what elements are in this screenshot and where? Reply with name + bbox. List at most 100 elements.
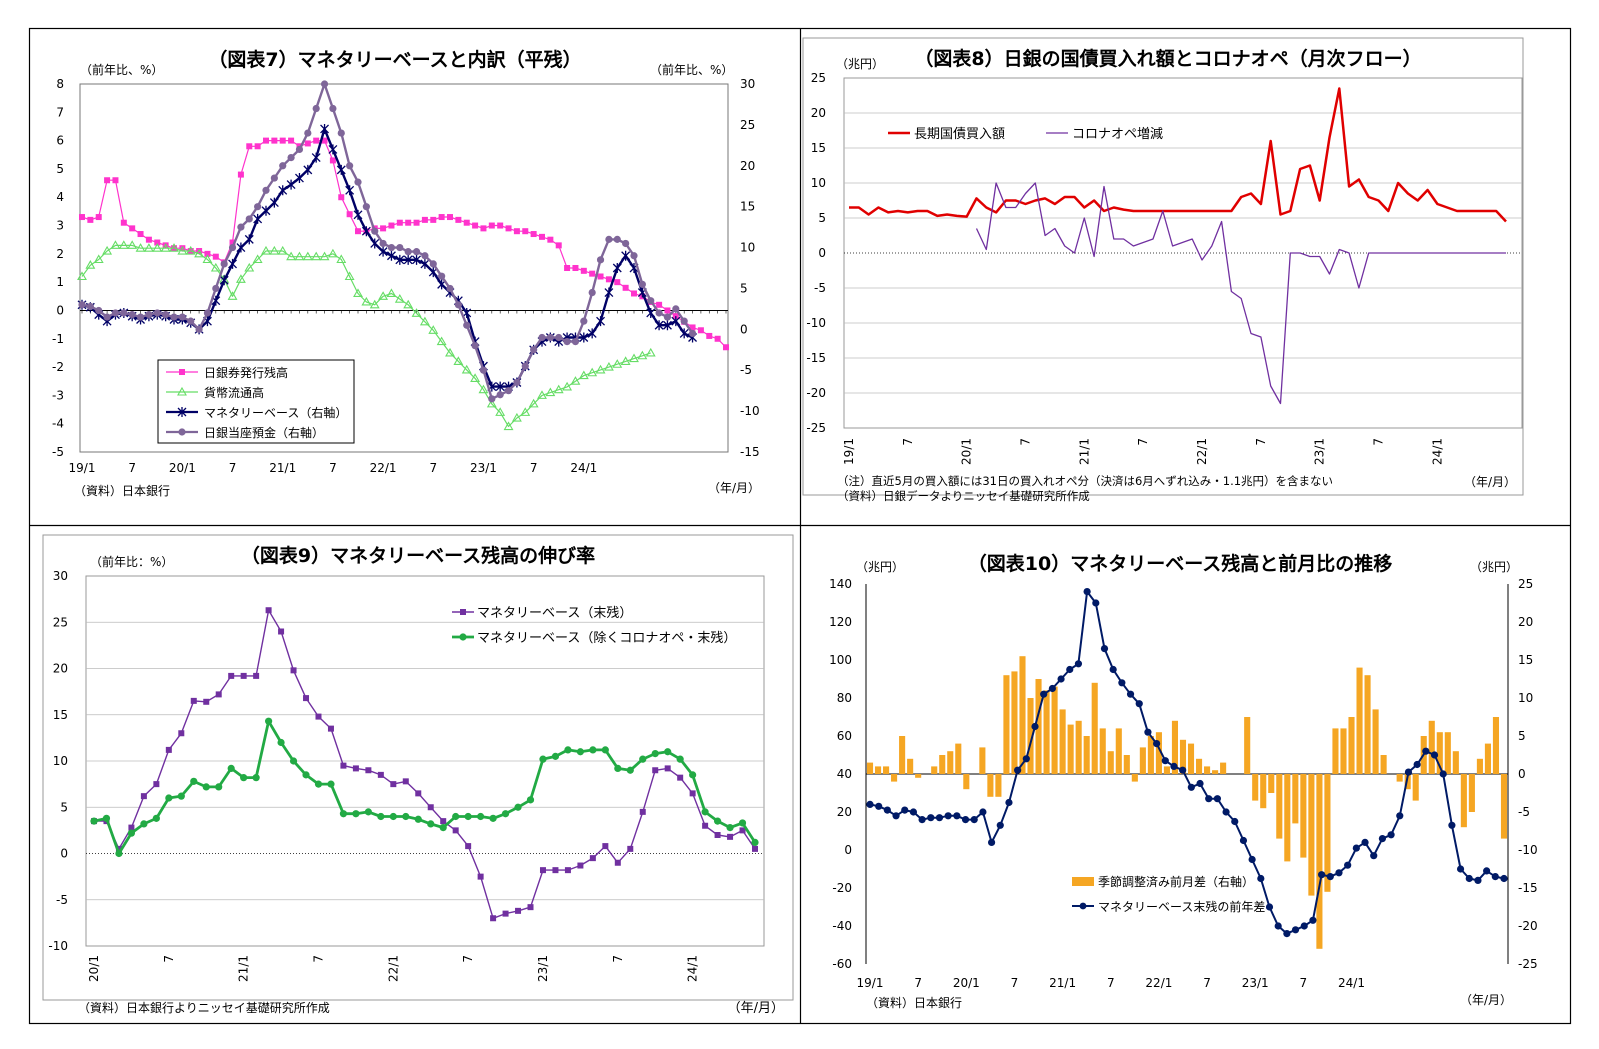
legend-marker (1079, 902, 1087, 910)
x-tick-label: 20/1 (87, 955, 101, 982)
right-axis-unit: （兆円） (1470, 560, 1518, 574)
x-tick-label: 19/1 (69, 461, 96, 475)
right-axis-unit: （前年比、%） (650, 62, 733, 77)
series-1-point (339, 810, 348, 818)
y-tick-label: 20 (53, 662, 68, 676)
y-tick-label: -20 (806, 386, 826, 400)
series-1-point (626, 766, 634, 774)
series-3-point (245, 215, 253, 223)
legend-marker (179, 369, 185, 375)
series-1-point (277, 245, 288, 255)
series-1-point (1456, 865, 1465, 873)
series-1-point (1135, 700, 1143, 708)
bar (1492, 717, 1500, 774)
series-0-line (94, 609, 756, 919)
series-0-point (527, 904, 534, 911)
series-0-point (697, 327, 704, 334)
y-tick-label-right: 0 (1518, 767, 1526, 781)
series-0-point (564, 265, 571, 271)
series-1-point (427, 820, 435, 828)
series-3-point (647, 297, 655, 305)
series-3-point (111, 309, 120, 317)
y-tick-label-right: -10 (740, 404, 760, 418)
bar (995, 774, 1002, 797)
bar (1356, 667, 1363, 774)
series-1-point (115, 849, 123, 858)
y-tick-label-left: 4 (56, 190, 64, 204)
legend-label: マネタリーベース（末残） (477, 606, 632, 621)
chart-title: （図表9）マネタリーベース残高の伸び率 (241, 544, 595, 567)
y-tick-label-left: 140 (829, 577, 852, 591)
series-1-point (1326, 873, 1334, 881)
bar (1123, 755, 1130, 774)
series-0-point (303, 695, 310, 702)
series-1-point (1483, 867, 1491, 875)
series-0-point (178, 730, 185, 737)
figure-9: （図表9）マネタリーベース残高の伸び率 （前年比：%） 30 25 20 15 10 5 0 -5… (42, 534, 794, 1016)
series-0-point (288, 137, 295, 144)
series-1-point (526, 796, 535, 804)
series-0-point (513, 228, 520, 235)
series-1-point (202, 783, 210, 791)
series-1-point (689, 771, 697, 779)
x-tick-label: 20/1 (960, 438, 974, 465)
series-1-point (452, 812, 460, 821)
series-3-point (530, 346, 538, 354)
series-1-point (478, 384, 489, 394)
bar (1187, 743, 1195, 774)
series-0-point (515, 907, 522, 914)
x-tick-label: 24/1 (1430, 438, 1444, 465)
series-1-point (1318, 871, 1326, 879)
series-0-point (490, 915, 497, 922)
series-1-point (1422, 747, 1430, 755)
series-3-point (228, 243, 237, 252)
series-0-point (95, 214, 102, 221)
series-2-point (294, 173, 304, 184)
series-1-point (637, 350, 648, 360)
series-1-point (202, 254, 213, 264)
series-1-point (177, 792, 185, 800)
series-1-point (987, 838, 996, 847)
y-tick-label: 20 (811, 106, 826, 120)
series-1-point (726, 824, 734, 832)
series-1-point (996, 821, 1004, 829)
x-axis-unit: （年/月） (1460, 993, 1512, 1007)
series-2-point (244, 234, 254, 245)
series-1-point (461, 364, 472, 374)
series-3-point (454, 301, 462, 309)
series-0-point (203, 698, 210, 705)
x-tick-label: 7 (1372, 438, 1386, 446)
series-1-point (570, 376, 581, 385)
y-tick-label-left: -3 (52, 388, 64, 402)
series-1-point (252, 774, 260, 782)
series-1-point (377, 812, 385, 821)
bar (1051, 686, 1058, 774)
series-1-point (394, 294, 405, 303)
series-3-point (688, 329, 697, 338)
series-1-point (77, 271, 87, 281)
series-1-point (386, 288, 397, 298)
series-3-point (304, 129, 312, 137)
plot-area (79, 83, 729, 453)
series-0-line (849, 87, 1507, 223)
series-1-point (419, 316, 430, 326)
series-0-point (279, 137, 286, 144)
series-3-point (387, 243, 396, 252)
bar (1091, 682, 1098, 774)
source-note: （資料）日本銀行よりニッセイ基礎研究所作成 (78, 1000, 330, 1015)
series-1-point (1144, 728, 1152, 736)
series-0-point (377, 771, 384, 778)
x-tick-label: 19/1 (857, 976, 884, 990)
series-3-point (329, 104, 337, 113)
bar (1276, 774, 1283, 839)
bar (1292, 774, 1299, 824)
series-1-point (369, 299, 380, 309)
y-tick-label-right: 5 (740, 281, 748, 295)
y-tick-label-right: 30 (740, 77, 755, 91)
series-1-point (361, 296, 372, 306)
bar (1003, 675, 1010, 774)
x-tick-label: 21/1 (1049, 976, 1076, 990)
legend-label: マネタリーベース末残の前年差 (1098, 899, 1265, 914)
series-1-point (751, 838, 759, 847)
